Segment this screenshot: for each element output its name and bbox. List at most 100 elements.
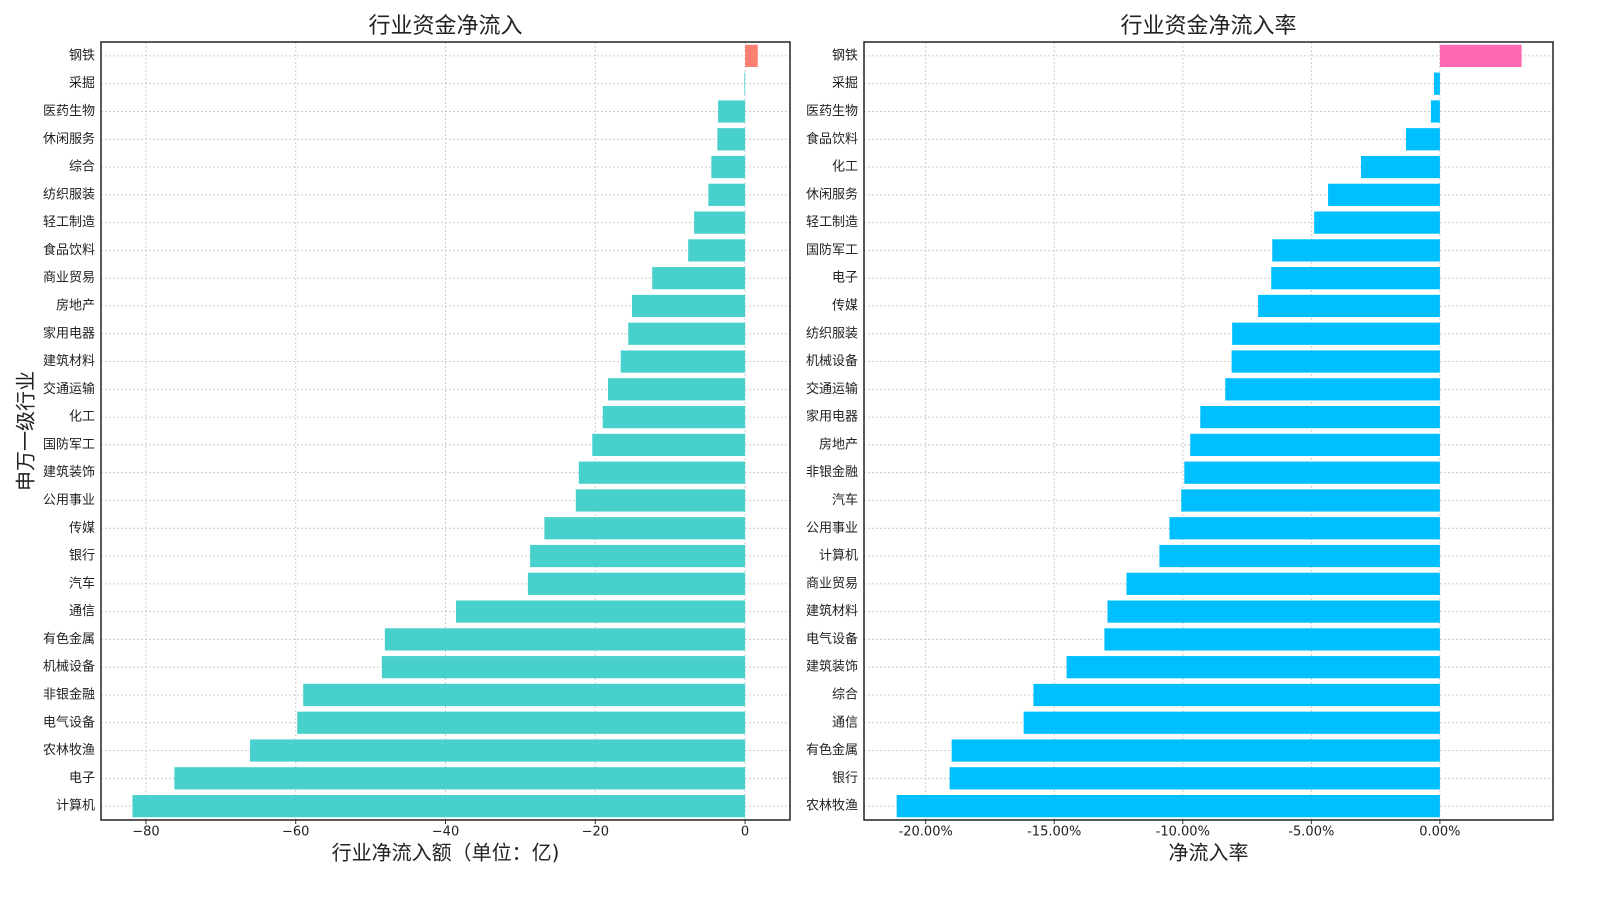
y-tick-label: 化工 <box>69 410 95 425</box>
y-tick-label: 家用电器 <box>806 409 858 425</box>
y-tick-label: 农林牧渔 <box>806 799 858 814</box>
bar <box>1104 628 1440 651</box>
x-tick-label: -15.00% <box>1027 825 1081 840</box>
y-tick-label: 通信 <box>69 604 95 619</box>
plot-frame <box>863 41 1554 821</box>
x-tick-label: −20 <box>582 825 609 840</box>
bar <box>1126 572 1440 595</box>
y-tick-label: 采掘 <box>832 76 858 91</box>
bar <box>381 656 746 679</box>
bar <box>250 739 746 762</box>
bar <box>1200 405 1440 429</box>
bar <box>951 739 1440 762</box>
bar <box>711 155 746 179</box>
bar <box>688 239 746 262</box>
bar <box>1258 294 1440 318</box>
chart-title: 行业资金净流入 <box>368 14 522 39</box>
y-tick-label: 机械设备 <box>806 353 858 369</box>
x-tick-label: -20.00% <box>899 825 953 840</box>
y-tick-label: 国防军工 <box>806 242 858 258</box>
bar <box>1360 155 1440 179</box>
y-tick-label: 医药生物 <box>806 104 858 119</box>
bar <box>1159 544 1440 568</box>
bar <box>384 628 746 651</box>
bar <box>694 211 746 234</box>
x-tick-label: −60 <box>282 825 309 840</box>
bar <box>1190 433 1440 457</box>
y-tick-label: 交通运输 <box>43 381 95 397</box>
bar <box>1066 656 1440 679</box>
bar <box>1225 378 1440 401</box>
bar <box>455 600 746 623</box>
y-tick-label: 食品饮料 <box>43 242 95 258</box>
y-tick-label: 采掘 <box>69 76 95 91</box>
bar <box>1184 461 1440 484</box>
x-tick-label: −40 <box>432 825 459 840</box>
y-tick-label: 交通运输 <box>806 381 858 397</box>
y-tick-label: 钢铁 <box>832 48 858 63</box>
y-tick-label: 纺织服装 <box>806 326 858 341</box>
y-tick-label: 非银金融 <box>806 464 858 480</box>
y-tick-label: 有色金属 <box>43 631 95 647</box>
bar <box>544 517 746 540</box>
bar <box>708 183 746 206</box>
y-tick-label: 电子 <box>832 271 858 286</box>
bar <box>1181 489 1440 512</box>
bar <box>527 572 746 595</box>
y-tick-label: 建筑装饰 <box>43 464 95 480</box>
y-tick-label: 商业贸易 <box>43 271 95 286</box>
bar <box>1107 600 1440 623</box>
bar <box>1023 711 1440 734</box>
bar <box>303 683 746 707</box>
bar <box>575 489 746 512</box>
y-tick-label: 轻工制造 <box>806 215 858 230</box>
y-tick-label: 银行 <box>832 771 858 786</box>
x-axis-label: 行业净流入额（单位：亿) <box>332 841 560 865</box>
x-tick-label: 0 <box>741 825 749 840</box>
y-tick-label: 电气设备 <box>43 714 95 730</box>
y-tick-label: 建筑装饰 <box>806 659 858 675</box>
bar <box>949 767 1440 790</box>
y-tick-label: 汽车 <box>69 575 95 591</box>
bar <box>1433 72 1440 95</box>
y-tick-label: 商业贸易 <box>806 576 858 591</box>
y-tick-label: 有色金属 <box>806 742 858 758</box>
bar <box>1169 517 1440 540</box>
y-tick-label: 建筑材料 <box>43 353 95 369</box>
y-tick-label: 公用事业 <box>806 521 858 536</box>
bar <box>1328 183 1440 206</box>
bar <box>744 72 746 95</box>
bar <box>1033 683 1440 707</box>
y-tick-label: 传媒 <box>69 521 95 536</box>
bar <box>1231 350 1440 373</box>
bar <box>652 267 746 290</box>
bar <box>530 544 746 568</box>
bar <box>592 433 746 457</box>
y-tick-label: 房地产 <box>56 297 95 313</box>
y-tick-label: 农林牧渔 <box>43 743 95 758</box>
bar <box>628 322 746 345</box>
y-tick-label: 国防军工 <box>43 436 95 452</box>
y-tick-label: 非银金融 <box>43 686 95 702</box>
y-tick-label: 轻工制造 <box>43 215 95 230</box>
bar <box>1271 267 1440 290</box>
bar <box>1314 211 1440 234</box>
y-tick-label: 机械设备 <box>43 659 95 675</box>
bar <box>1439 44 1522 68</box>
bar <box>717 128 746 151</box>
y-tick-label: 计算机 <box>819 549 858 564</box>
y-tick-label: 医药生物 <box>43 104 95 119</box>
bar <box>718 100 746 123</box>
y-tick-label: 休闲服务 <box>43 131 95 147</box>
y-tick-label: 钢铁 <box>69 48 95 63</box>
bar <box>896 794 1440 818</box>
bar <box>602 405 746 429</box>
y-tick-label: 房地产 <box>819 436 858 452</box>
bar <box>1430 100 1440 123</box>
y-tick-label: 休闲服务 <box>806 186 858 202</box>
bar <box>132 794 746 818</box>
y-tick-label: 银行 <box>69 549 95 564</box>
x-tick-label: -5.00% <box>1288 825 1334 840</box>
y-tick-label: 纺织服装 <box>43 187 95 202</box>
